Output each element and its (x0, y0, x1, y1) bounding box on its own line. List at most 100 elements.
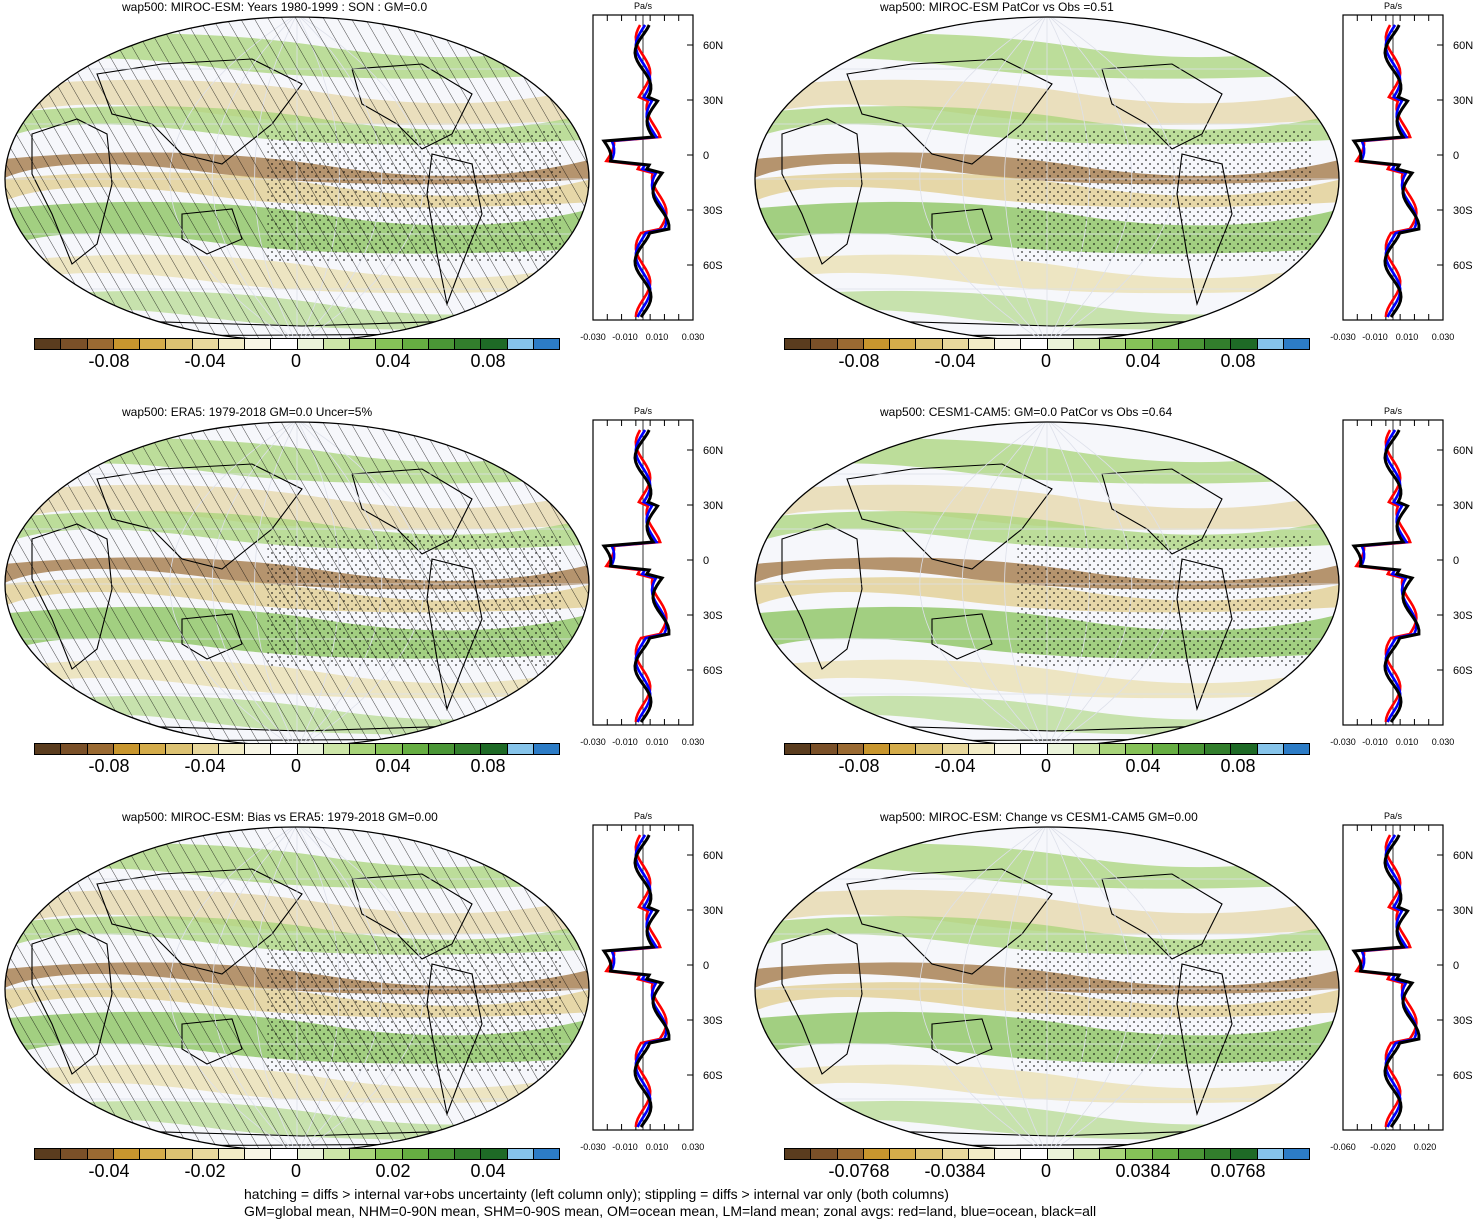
colorbar-swatch (533, 339, 559, 349)
zonal-average-plot: Pa/s 60N 30N 0 30S 60S -0.030 -0.010 0.010 0.030 (1330, 1, 1473, 342)
colorbar-swatch (323, 744, 350, 754)
colorbar-swatch (863, 339, 890, 349)
colorbar-swatch (428, 1149, 455, 1159)
colorbar-swatch (166, 1149, 193, 1159)
zonal-value-tick: 0.010 (646, 332, 669, 342)
colorbar-swatch (218, 339, 245, 349)
colorbar-swatch (1205, 339, 1232, 349)
map-plot (4, 826, 590, 1152)
zonal-lat-tick: 0 (703, 555, 709, 567)
zonal-average-plot: Pa/s 60N 30N 0 30S 60S -0.030 -0.010 0.010 0.030 (580, 1, 723, 342)
colorbar-swatch (916, 339, 943, 349)
colorbar-swatch (1021, 339, 1048, 349)
colorbar-swatch (140, 339, 167, 349)
colorbar-label: -0.04 (184, 756, 226, 776)
colorbar-swatch (1073, 744, 1100, 754)
colorbar-swatch (811, 339, 838, 349)
colorbar-swatch (942, 339, 969, 349)
panel-title: wap500: MIROC-ESM PatCor vs Obs =0.51 (880, 0, 1114, 14)
map-plot (754, 421, 1340, 747)
panel-title: wap500: MIROC-ESM: Years 1980-1999 : SON… (122, 0, 428, 14)
colorbar-swatch (837, 339, 864, 349)
zonal-curve (601, 834, 671, 1128)
zonal-unit-label: Pa/s (634, 811, 653, 821)
zonal-lat-tick: 30N (703, 95, 723, 107)
colorbar-swatch (995, 744, 1022, 754)
zonal-value-tick: -0.030 (1330, 332, 1356, 342)
colorbar-swatch (968, 744, 995, 754)
colorbar-swatch (837, 744, 864, 754)
colorbar-swatch (1152, 744, 1179, 754)
colorbar-swatch (481, 744, 508, 754)
colorbar-swatch (192, 339, 219, 349)
colorbar-label: 0.04 (1125, 756, 1161, 776)
panel-title: wap500: MIROC-ESM: Bias vs ERA5: 1979-20… (122, 810, 438, 824)
zonal-lat-tick: 30S (1453, 205, 1473, 217)
colorbar-label: 0.04 (375, 351, 411, 371)
zonal-curve (601, 24, 671, 318)
colorbar-swatch (192, 744, 219, 754)
zonal-unit-label: Pa/s (1384, 406, 1403, 416)
colorbar-swatch (87, 339, 114, 349)
zonal-lat-tick: 0 (703, 960, 709, 972)
zonal-lat-tick: 30N (1453, 905, 1473, 917)
colorbar-swatch (481, 1149, 508, 1159)
colorbar-swatch (35, 339, 62, 349)
colorbar-label: 0.02 (375, 1161, 411, 1181)
colorbar-swatch (1178, 744, 1205, 754)
colorbar-swatch (297, 744, 324, 754)
zonal-lat-tick: 30N (1453, 95, 1473, 107)
colorbar-swatch (1100, 1149, 1127, 1159)
colorbar (34, 338, 560, 350)
colorbar-swatch (995, 339, 1022, 349)
colorbar-swatch (402, 1149, 429, 1159)
colorbar-swatch (1231, 744, 1258, 754)
colorbar-swatch (402, 744, 429, 754)
colorbar-swatch (1231, 1149, 1258, 1159)
colorbar-swatch (245, 1149, 272, 1159)
colorbar-label: 0 (1040, 351, 1052, 371)
colorbar-swatch (785, 339, 812, 349)
panel-title: wap500: MIROC-ESM: Change vs CESM1-CAM5 … (880, 810, 1198, 824)
zonal-lat-tick: 30N (1453, 500, 1473, 512)
colorbar-swatch (507, 1149, 534, 1159)
colorbar-swatch (113, 744, 140, 754)
zonal-value-tick: -0.020 (1370, 1142, 1396, 1152)
colorbar (784, 743, 1310, 755)
colorbar (34, 743, 560, 755)
colorbar-swatch (323, 1149, 350, 1159)
zonal-lat-tick: 60N (703, 445, 723, 457)
colorbar-swatch (218, 1149, 245, 1159)
colorbar-swatch (376, 744, 403, 754)
colorbar-swatch (1073, 1149, 1100, 1159)
colorbar-label: 0.08 (470, 351, 506, 371)
colorbar-swatch (61, 1149, 88, 1159)
colorbar-swatch (1257, 339, 1284, 349)
colorbar-swatch (1073, 339, 1100, 349)
zonal-average-plot: Pa/s 60N 30N 0 30S 60S -0.030 -0.010 0.010 0.030 (580, 811, 723, 1152)
colorbar-label: 0.0768 (1210, 1161, 1266, 1181)
colorbar-label: 0 (1040, 1161, 1052, 1181)
zonal-lat-tick: 60S (1453, 665, 1473, 677)
zonal-unit-label: Pa/s (634, 406, 653, 416)
colorbar-swatch (1257, 744, 1284, 754)
zonal-value-tick: -0.010 (1362, 332, 1388, 342)
colorbar-swatch (376, 1149, 403, 1159)
colorbar-swatch (890, 339, 917, 349)
colorbar-swatch (245, 339, 272, 349)
colorbar-swatch (61, 744, 88, 754)
colorbar-swatch (271, 339, 298, 349)
colorbar-swatch (87, 1149, 114, 1159)
colorbar-swatch (1047, 1149, 1074, 1159)
zonal-lat-tick: 0 (1453, 960, 1459, 972)
zonal-value-tick: -0.030 (580, 737, 606, 747)
colorbar-swatch (87, 744, 114, 754)
zonal-lat-tick: 60N (1453, 850, 1473, 862)
colorbar-swatch (995, 1149, 1022, 1159)
colorbar-swatch (140, 1149, 167, 1159)
colorbar-swatch (166, 339, 193, 349)
colorbar-swatch (192, 1149, 219, 1159)
colorbar-swatch (507, 339, 534, 349)
colorbar-label: 0.0384 (1115, 1161, 1171, 1181)
colorbar-swatch (916, 744, 943, 754)
